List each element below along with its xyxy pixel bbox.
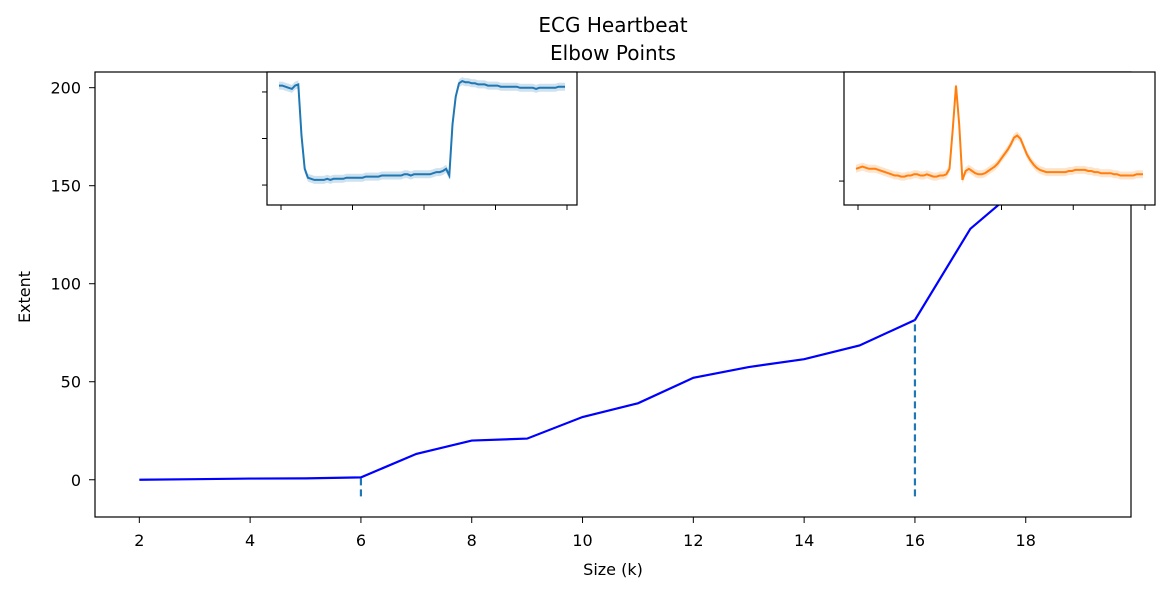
insets-layer bbox=[262, 71, 1156, 210]
x-tick-label: 10 bbox=[572, 531, 592, 550]
y-tick-label: 50 bbox=[61, 373, 81, 392]
main-plot-layer: 2 4 6 8 10 12 14 16 18 0 50 100 150 200 bbox=[50, 71, 1132, 550]
x-tick-label: 18 bbox=[1016, 531, 1036, 550]
y-tick-label: 200 bbox=[50, 79, 81, 98]
inset-frame bbox=[266, 71, 578, 206]
plot-frame bbox=[94, 71, 1132, 518]
y-tick-label: 100 bbox=[50, 275, 81, 294]
inset-frame bbox=[843, 71, 1156, 206]
x-tick-label: 2 bbox=[134, 531, 144, 550]
x-tick-label: 4 bbox=[245, 531, 255, 550]
x-axis-label: Size (k) bbox=[583, 560, 643, 579]
y-axis-label: Extent bbox=[15, 271, 34, 323]
inset-line bbox=[855, 85, 1143, 181]
inset-line bbox=[279, 79, 565, 181]
x-tick-label: 12 bbox=[683, 531, 703, 550]
x-tick-label: 6 bbox=[356, 531, 366, 550]
chart-title: ECG Heartbeat bbox=[538, 13, 687, 37]
inset-k6 bbox=[262, 71, 578, 210]
y-tick-label: 150 bbox=[50, 177, 81, 196]
inset-k16 bbox=[839, 71, 1156, 210]
x-tick-label: 8 bbox=[467, 531, 477, 550]
plot-area bbox=[139, 135, 1082, 481]
y-tick-label: 0 bbox=[71, 471, 81, 490]
series-line bbox=[139, 135, 1082, 481]
x-tick-label: 16 bbox=[905, 531, 925, 550]
x-tick-label: 14 bbox=[794, 531, 814, 550]
chart-subtitle: Elbow Points bbox=[550, 41, 676, 65]
